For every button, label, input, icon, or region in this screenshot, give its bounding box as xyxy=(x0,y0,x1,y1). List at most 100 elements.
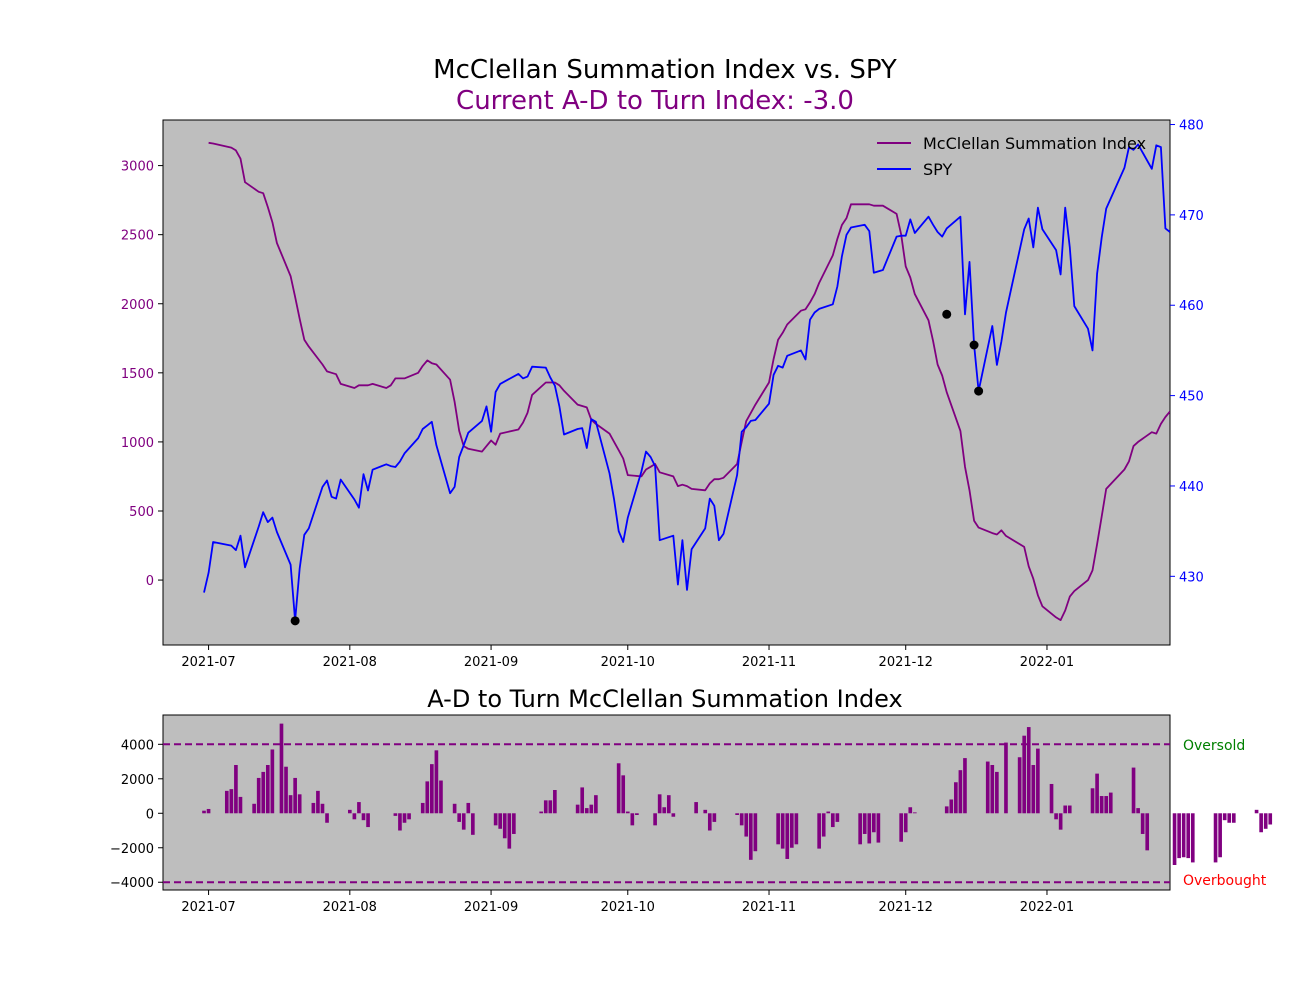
ad-bar xyxy=(311,802,316,814)
main-subtitle: Current A-D to Turn Index: -3.0 xyxy=(456,86,854,116)
ad-bar xyxy=(903,813,908,833)
ad-bar xyxy=(1017,757,1022,814)
msi-line xyxy=(208,141,1170,621)
ad-bar xyxy=(457,813,461,822)
bottom-x-tick-label: 2021-07 xyxy=(181,900,235,915)
ad-bar xyxy=(238,796,243,814)
turn-marker-2 xyxy=(969,340,979,350)
ad-bar xyxy=(985,761,990,814)
ad-bar xyxy=(393,813,398,816)
ad-bar xyxy=(430,764,434,814)
bottom-x-tick-label: 2022-01 xyxy=(1020,900,1074,915)
left-y-tick-label: 3000 xyxy=(121,160,154,175)
ad-bar xyxy=(202,810,206,814)
ad-bar xyxy=(1259,813,1263,833)
top-x-tick-label: 2021-10 xyxy=(601,655,655,670)
ad-bar xyxy=(366,813,370,828)
ad-bar xyxy=(434,750,439,814)
ad-bar xyxy=(594,795,598,814)
ad-bar xyxy=(944,806,949,814)
ad-bar xyxy=(348,809,352,814)
ad-bar xyxy=(835,813,840,822)
ad-bar xyxy=(707,813,712,831)
ad-bar xyxy=(876,813,881,843)
ad-bar xyxy=(206,808,211,814)
ad-bar xyxy=(1026,727,1031,814)
ad-bar xyxy=(361,813,366,821)
ad-bar xyxy=(325,813,329,823)
top-x-tick-label: 2021-07 xyxy=(181,655,235,670)
right-y-tick-label: 450 xyxy=(1179,390,1204,405)
left-y-tick-label: 1500 xyxy=(121,367,154,382)
ad-bar xyxy=(1031,765,1036,814)
ad-bar xyxy=(990,765,995,814)
bottom-y-tick-label: 4000 xyxy=(121,738,154,753)
ad-bar xyxy=(826,811,831,814)
ad-bar xyxy=(621,775,626,814)
ad-bar xyxy=(1049,783,1054,814)
ad-bar xyxy=(297,794,302,814)
ad-bar xyxy=(995,771,999,814)
ad-bar xyxy=(789,813,794,848)
ad-bar xyxy=(224,790,229,814)
legend-label-spy: SPY xyxy=(923,160,952,179)
ad-bar xyxy=(539,811,544,814)
ad-bar xyxy=(398,813,402,831)
ad-bar xyxy=(316,790,320,814)
ad-bar xyxy=(270,749,275,814)
ad-bar xyxy=(1036,748,1040,814)
ad-bar xyxy=(630,813,635,826)
main-title: McClellan Summation Index vs. SPY xyxy=(433,55,897,85)
legend: McClellan Summation Index SPY xyxy=(877,134,1146,179)
ad-bar xyxy=(261,771,266,814)
ad-bar xyxy=(402,813,407,823)
bottom-x-tick-label: 2021-10 xyxy=(601,900,655,915)
left-y-tick-label: 1000 xyxy=(121,436,154,451)
ad-bar xyxy=(543,800,548,814)
ad-bar xyxy=(858,813,862,845)
ad-bar xyxy=(908,807,913,814)
ad-bar xyxy=(753,813,758,852)
ad-bar xyxy=(1213,813,1218,863)
bottom-x-tick-label: 2021-08 xyxy=(323,900,377,915)
ad-bar xyxy=(407,813,411,820)
ad-bar xyxy=(657,794,662,814)
ad-bar xyxy=(1131,767,1136,814)
ad-bar xyxy=(279,723,284,814)
ad-bar xyxy=(913,812,917,814)
ad-bar xyxy=(1095,773,1099,814)
bottom-y-tick-label: −2000 xyxy=(110,842,154,857)
ad-bar xyxy=(1067,805,1072,814)
ad-bar xyxy=(1181,813,1186,858)
ad-bar xyxy=(872,813,876,833)
ad-bar xyxy=(671,813,676,817)
top-x-tick-label: 2021-12 xyxy=(879,655,933,670)
ad-bar xyxy=(1218,813,1222,858)
left-y-tick-label: 0 xyxy=(146,574,154,589)
ad-bar xyxy=(1263,813,1268,829)
ad-bar xyxy=(1186,813,1191,859)
ad-bar xyxy=(507,813,512,849)
ad-bar xyxy=(1145,813,1150,851)
ad-bar xyxy=(1058,813,1063,830)
right-y-tick-label: 430 xyxy=(1179,570,1204,585)
oversold-label: Oversold xyxy=(1183,738,1245,754)
ad-bar xyxy=(1172,813,1177,865)
ad-bar xyxy=(1222,813,1227,821)
top-plot-area xyxy=(162,119,1171,646)
bottom-x-tick-label: 2021-09 xyxy=(464,900,518,915)
right-y-tick-label: 480 xyxy=(1179,119,1204,134)
ad-bar xyxy=(625,811,630,814)
ad-bar xyxy=(1090,788,1095,814)
ad-bar xyxy=(694,802,698,814)
ad-bar xyxy=(584,808,589,814)
ad-bar xyxy=(461,813,466,830)
ad-bar xyxy=(420,802,425,814)
ad-bar xyxy=(830,813,835,828)
ad-bar xyxy=(1227,813,1232,823)
ad-bar xyxy=(748,813,753,860)
bar-chart-title: A-D to Turn McClellan Summation Index xyxy=(427,685,902,713)
ad-bar xyxy=(498,813,503,829)
right-y-tick-label: 460 xyxy=(1179,299,1204,314)
